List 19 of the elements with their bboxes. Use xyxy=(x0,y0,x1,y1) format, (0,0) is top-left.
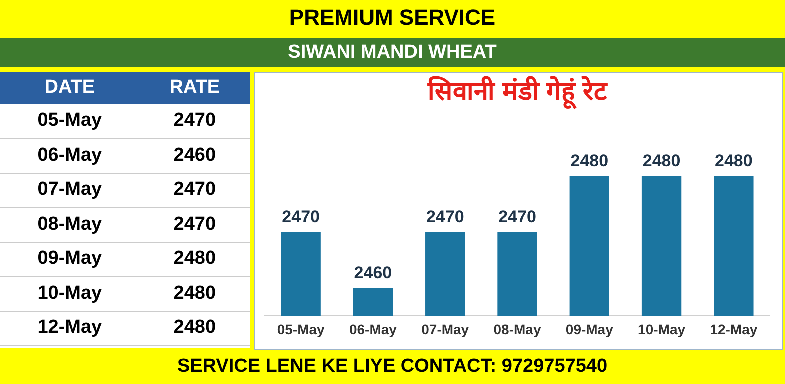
data-label: 2460 xyxy=(354,263,392,282)
text: PREMIUM SERVICE xyxy=(288,4,497,32)
x-tick-label: 09-May xyxy=(566,321,614,338)
rate-table: DATE RATE 05-May 2470 06-May 2460 07-May 2470 08-May 2470 09-May 2480 10-May 2480 12-May 2480 xyxy=(0,72,250,348)
chart-subtitle: SIWANI MANDI WHEAT xyxy=(0,38,785,67)
chart-title: सिवानी मंडी गेहूं रेट xyxy=(427,76,608,110)
x-tick-label: 12-May xyxy=(710,321,758,338)
annotation: SERVICE LENE KE LIYE CONTACT: 9729757540 xyxy=(176,354,609,378)
x-tick-label: 06-May xyxy=(349,321,398,338)
data-label: 2470 xyxy=(282,207,320,226)
x-tick-label: 10-May xyxy=(638,321,686,338)
data-label: 2470 xyxy=(426,207,464,226)
data-label: 2470 xyxy=(498,207,536,226)
x-tick-label: 07-May xyxy=(422,321,470,338)
x-tick-label: 08-May xyxy=(494,321,542,338)
data-label: 2480 xyxy=(715,151,753,170)
data-label: 2480 xyxy=(570,151,609,170)
data-label: 2480 xyxy=(642,151,681,170)
x-tick-label: 05-May xyxy=(277,321,326,338)
